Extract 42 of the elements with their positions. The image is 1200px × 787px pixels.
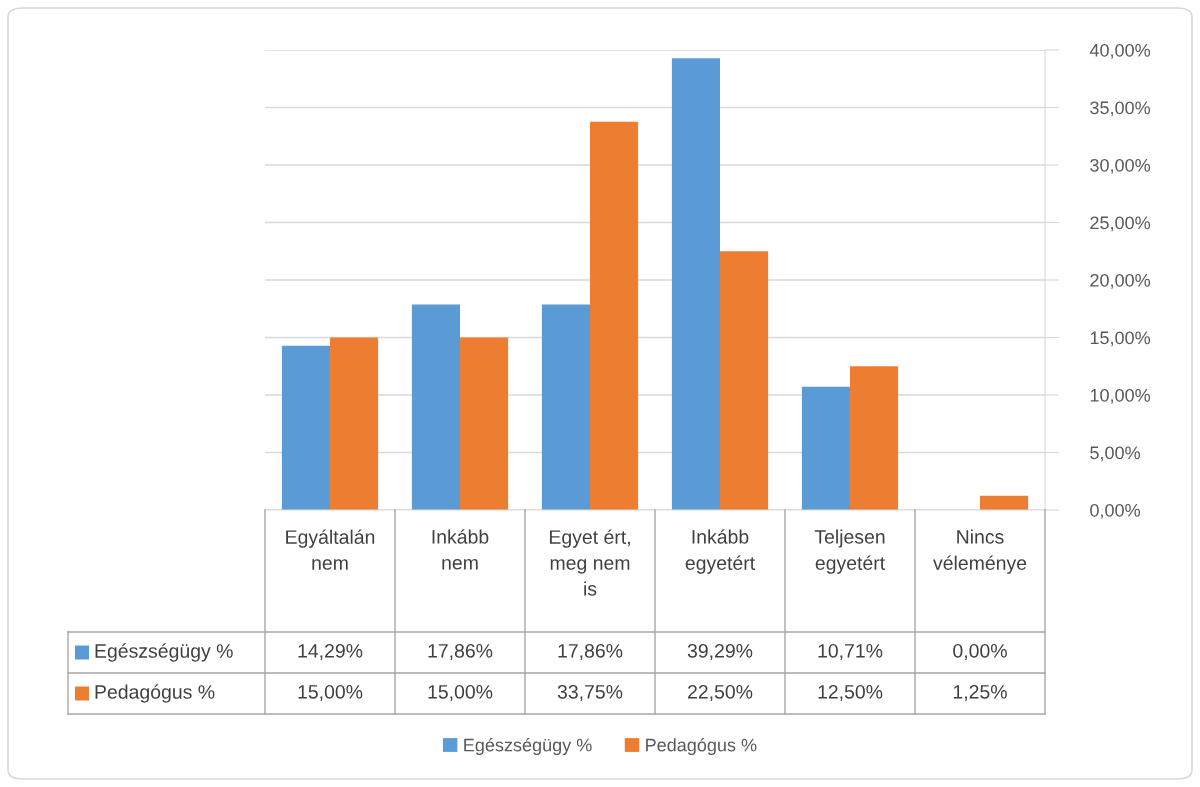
bar — [541, 304, 590, 510]
y-tick-label: 40,00% — [1089, 43, 1151, 59]
data-label: 15,00% — [428, 684, 493, 702]
legend-label: Pedagógus % — [95, 684, 215, 703]
data-label: 39,29% — [687, 643, 753, 661]
bar — [980, 495, 1029, 510]
data-label: 10,71% — [818, 643, 883, 661]
x-tick-label: Egyáltalán nem — [286, 529, 375, 570]
data-label: 15,00% — [298, 684, 363, 702]
x-tick-label: Nincs véleménye — [933, 529, 1027, 574]
y-tick-label: 35,00% — [1090, 101, 1151, 117]
data-label: 22,50% — [688, 684, 753, 702]
legend-label: Egészségügy % — [95, 643, 233, 662]
data-label: 12,50% — [818, 684, 883, 702]
text: Egészségügy % — [464, 737, 592, 756]
x-tick-label: Inkább nem — [432, 529, 489, 570]
x-tick-label: Egyet ért, meg nem is — [549, 529, 630, 596]
bar — [801, 386, 850, 510]
data-label: 17,86% — [558, 643, 623, 661]
data-label: 0,00% — [953, 643, 1007, 661]
data-label: 33,75% — [557, 684, 623, 702]
y-tick-label: 30,00% — [1090, 158, 1151, 174]
x-tick-label: Teljesen egyetért — [814, 529, 885, 574]
bar — [590, 121, 639, 510]
y-tick-label: 0,00% — [1090, 503, 1140, 519]
data-label: 17,86% — [428, 643, 493, 661]
data-label: 1,25% — [953, 684, 1007, 702]
bar — [460, 337, 509, 510]
y-tick-label: 10,00% — [1090, 388, 1151, 404]
x-tick-label: Inkább egyetért — [685, 529, 755, 574]
y-tick-label: 15,00% — [1090, 331, 1151, 347]
bar — [671, 58, 720, 510]
bar — [411, 304, 460, 510]
bar — [281, 345, 330, 510]
text: Pedagógus % — [646, 737, 757, 756]
y-tick-label: 5,00% — [1090, 446, 1140, 462]
y-tick-label: 25,00% — [1090, 216, 1151, 232]
y-tick-label: 20,00% — [1090, 273, 1151, 289]
bar — [330, 337, 379, 510]
data-label: 14,29% — [298, 643, 363, 661]
bar — [850, 366, 899, 510]
bar — [720, 251, 769, 510]
